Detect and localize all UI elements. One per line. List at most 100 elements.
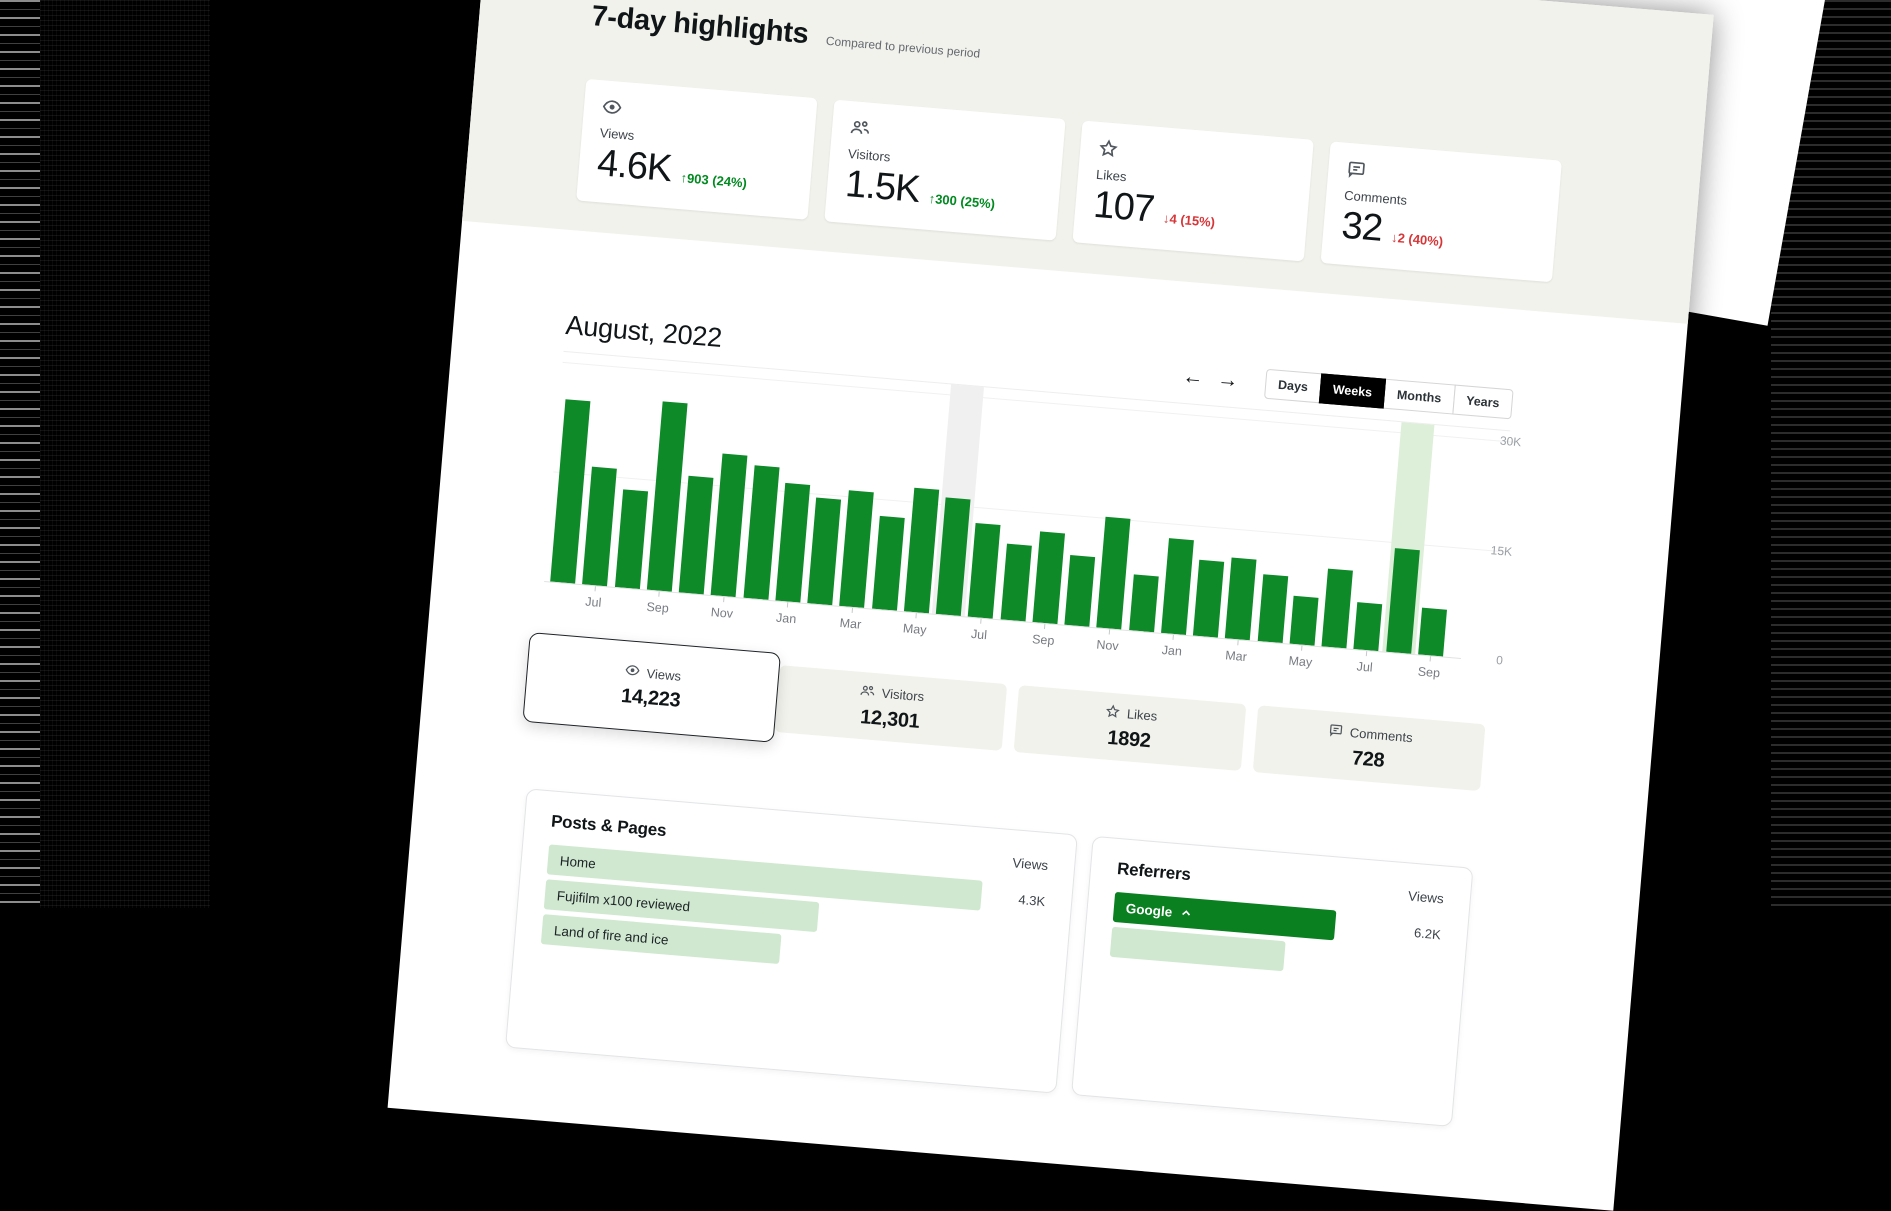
highlight-card-trend: ↑903 (24%) [679,170,748,191]
x-axis-tick [1108,629,1110,635]
chart-bar-aug-2020[interactable] [614,489,648,590]
chart-bar-feb-2021[interactable] [807,497,842,606]
highlight-card-views: Views 4.6K ↑903 (24%) [576,78,818,220]
chart-bar-aug-2021[interactable] [1000,543,1032,622]
post-row-views [978,931,1042,936]
summary-tab-visitors[interactable]: Visitors 12,301 [774,665,1008,751]
highlight-card-likes: Likes 107 ↓4 (15%) [1072,120,1314,262]
x-axis-tick [1365,651,1367,657]
previous-period-arrow[interactable]: ← [1181,364,1205,390]
chart-bar-oct-2021[interactable] [1064,554,1096,627]
comment-icon [1327,722,1343,741]
posts-pages-views-header: Views [1011,855,1049,874]
y-axis-label: 30K [1499,433,1522,450]
chart-bar-dec-2020[interactable] [743,465,780,600]
x-axis-tick [979,618,982,624]
chart-bar-jul-2022[interactable] [1353,602,1383,652]
chart-bar-feb-2022[interactable] [1192,559,1225,638]
next-period-arrow[interactable]: → [1216,367,1240,393]
x-axis-tick [1044,624,1046,630]
x-axis-label: Jul [584,594,602,610]
x-axis-tick [722,597,725,603]
people-icon [859,682,875,701]
x-axis-label: Mar [1224,648,1248,665]
highlight-card-trend: ↓2 (40%) [1390,229,1444,250]
stats-page: 7-day highlights Compared to previous pe… [387,0,1714,1211]
referrer-row-views [1374,964,1438,969]
summary-tab-likes[interactable]: Likes 1892 [1013,685,1247,772]
referrers-panel: Referrers Views Google 6.2K [1071,835,1474,1127]
chart-bar-sep-2021[interactable] [1032,531,1065,625]
summary-tab-value: 14,223 [620,684,682,712]
chart-bar-jul-2021[interactable] [967,522,1001,619]
post-row-label: Land of fire and ice [553,922,670,948]
comment-icon [1346,159,1543,195]
x-axis-tick [1172,634,1175,640]
x-axis-label: Sep [1417,664,1441,681]
chart-bar-jul-2020[interactable] [582,466,618,587]
posts-pages-panel: Posts & Pages Views Home 4.3K Fujifilm x10… [505,788,1078,1094]
summary-tab-views[interactable]: Views 14,223 [522,632,782,743]
referrers-views-header: Views [1407,888,1445,907]
chart-bar-nov-2020[interactable] [710,453,748,598]
x-axis-label: Sep [645,599,670,616]
x-axis-tick [1237,640,1239,646]
referrer-row-label: Google [1125,900,1173,920]
chart-bar-oct-2020[interactable] [678,475,714,595]
seven-day-highlights-section: 7-day highlights Compared to previous pe… [462,0,1714,324]
highlight-card-trend: ↑300 (25%) [928,190,996,212]
range-tab-months[interactable]: Months [1382,378,1456,415]
post-row-label: Home [559,852,597,871]
chart-bar-mar-2022[interactable] [1225,557,1257,641]
x-axis-tick [1301,645,1303,651]
posts-pages-title: Posts & Pages [550,811,668,841]
x-axis-tick [787,602,789,608]
chart-bar-apr-2022[interactable] [1257,574,1288,644]
y-axis-label: 15K [1490,543,1513,559]
period-title: August, 2022 [564,309,724,353]
x-axis-tick [1429,656,1432,662]
post-row-views: 4.3K [1017,891,1046,909]
summary-tab-value: 1892 [1106,726,1152,752]
chart-bar-apr-2021[interactable] [871,515,905,611]
highlight-card-trend: ↓4 (15%) [1162,210,1216,230]
referrers-title: Referrers [1116,859,1192,885]
chart-bar-jan-2021[interactable] [775,482,810,603]
summary-tab-value: 728 [1351,746,1386,772]
x-axis-label: Nov [1095,637,1120,654]
chart-bar-sep-2022[interactable] [1417,607,1447,657]
x-axis-label: May [902,621,928,638]
highlight-card-value: 4.6K [595,142,674,191]
x-axis-tick [658,591,660,597]
eye-icon [624,662,640,681]
highlights-title: 7-day highlights [590,0,810,51]
highlight-card-value: 107 [1091,183,1156,231]
chart-bar-jan-2022[interactable] [1160,538,1194,635]
chart-bar-nov-2021[interactable] [1096,516,1131,630]
x-axis-label: Sep [1031,632,1055,648]
range-tab-years[interactable]: Years [1451,384,1514,420]
eye-icon [601,96,798,132]
post-row-label: Fujifilm x100 reviewed [556,887,691,914]
range-tab-weeks[interactable]: Weeks [1318,373,1387,409]
chart-bar-mar-2021[interactable] [839,490,875,608]
chart-bar-may-2022[interactable] [1289,595,1319,646]
period-stats-section: August, 2022 ← → Days Weeks Months Years 30… [393,296,1522,1127]
summary-tab-label: Likes [1126,706,1158,724]
post-row-views [976,965,1040,970]
chart-bar-jun-2022[interactable] [1321,568,1353,649]
y-axis-label: 0 [1495,653,1504,668]
highlights-subtitle: Compared to previous period [825,33,981,61]
highlight-card-visitors: Visitors 1.5K ↑300 (25%) [824,99,1066,241]
chevron-up-icon [1180,907,1192,919]
metric-summary-tabs: Views 14,223 Visitors 12,301 Likes 1892 Commen… [522,632,1486,802]
chart-bar-dec-2021[interactable] [1128,574,1159,633]
summary-tab-label: Visitors [881,685,925,705]
x-axis-label: Jul [970,626,988,643]
summary-tab-comments[interactable]: Comments 728 [1252,705,1486,792]
people-icon [849,117,1046,153]
x-axis-label: Jul [1356,659,1374,675]
star-icon [1104,703,1120,722]
range-tab-days[interactable]: Days [1263,368,1323,404]
summary-tab-label: Comments [1349,725,1414,746]
